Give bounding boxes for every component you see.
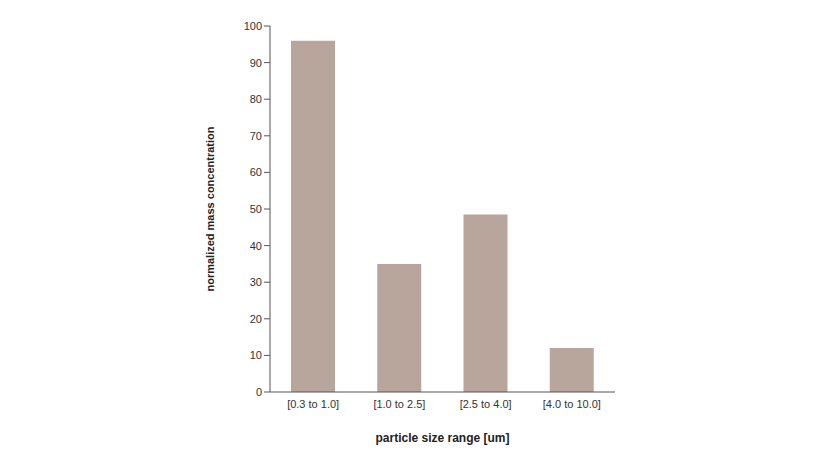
svg-text:[1.0 to 2.5]: [1.0 to 2.5] <box>373 398 425 410</box>
svg-text:40: 40 <box>250 240 262 252</box>
svg-text:80: 80 <box>250 93 262 105</box>
svg-text:[0.3 to 1.0]: [0.3 to 1.0] <box>287 398 339 410</box>
svg-text:[2.5 to 4.0]: [2.5 to 4.0] <box>460 398 512 410</box>
svg-text:[4.0 to 10.0]: [4.0 to 10.0] <box>543 398 601 410</box>
svg-text:100: 100 <box>244 20 262 32</box>
svg-text:60: 60 <box>250 166 262 178</box>
svg-text:70: 70 <box>250 130 262 142</box>
svg-text:20: 20 <box>250 313 262 325</box>
svg-text:normalized mass concentration: normalized mass concentration <box>204 126 216 291</box>
svg-text:50: 50 <box>250 203 262 215</box>
svg-text:0: 0 <box>256 386 262 398</box>
svg-text:90: 90 <box>250 57 262 69</box>
svg-text:30: 30 <box>250 276 262 288</box>
svg-text:particle size range [um]: particle size range [um] <box>375 431 509 445</box>
svg-text:10: 10 <box>250 349 262 361</box>
